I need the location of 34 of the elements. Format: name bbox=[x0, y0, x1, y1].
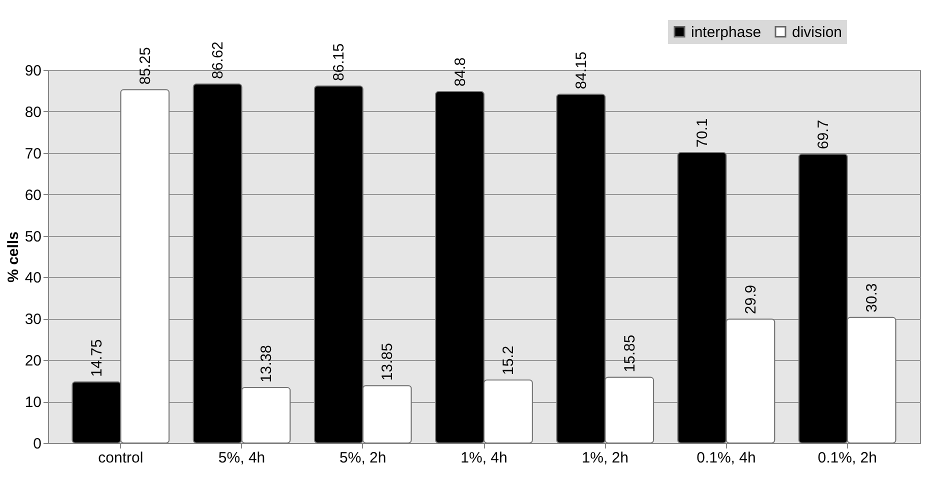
x-tick-label: control bbox=[98, 450, 144, 466]
y-tick-label: 70 bbox=[24, 145, 42, 162]
data-label: 86.15 bbox=[330, 43, 348, 81]
x-tick-label: 0.1%, 4h bbox=[696, 450, 756, 466]
legend-label: interphase bbox=[691, 24, 762, 41]
y-tick-label: 60 bbox=[24, 186, 42, 204]
data-label: 84.15 bbox=[572, 52, 590, 90]
y-tick-label: 20 bbox=[24, 352, 42, 370]
y-tick-label: 30 bbox=[24, 311, 42, 328]
y-tick-label: 10 bbox=[24, 394, 42, 412]
data-label: 13.85 bbox=[379, 343, 396, 381]
data-label: 13.38 bbox=[258, 345, 275, 383]
data-label: 86.62 bbox=[210, 41, 227, 80]
y-tick-label: 0 bbox=[33, 436, 42, 452]
y-tick-label: 90 bbox=[24, 62, 42, 80]
x-tick-label: 0.1%, 2h bbox=[818, 450, 877, 466]
data-label: 84.8 bbox=[452, 57, 469, 87]
data-label: 69.7 bbox=[815, 120, 832, 150]
x-tick-label: 1%, 2h bbox=[582, 450, 628, 466]
data-label: 14.75 bbox=[88, 339, 106, 377]
y-tick-label: 40 bbox=[24, 270, 42, 287]
y-axis-title: % cells bbox=[4, 232, 22, 282]
x-tick-label: 5%, 4h bbox=[218, 450, 266, 466]
data-label: 15.85 bbox=[621, 334, 638, 372]
legend-label: division bbox=[792, 24, 842, 41]
data-label: 29.9 bbox=[742, 284, 760, 314]
data-label: 85.25 bbox=[136, 47, 154, 85]
x-tick-label: 5%, 2h bbox=[340, 450, 386, 466]
data-label: 70.1 bbox=[694, 118, 711, 148]
data-label: 15.2 bbox=[500, 346, 518, 376]
y-tick-label: 50 bbox=[24, 228, 42, 246]
data-label: 30.3 bbox=[864, 283, 881, 312]
x-tick-label: 1%, 4h bbox=[460, 450, 508, 466]
y-tick-label: 80 bbox=[24, 104, 42, 121]
